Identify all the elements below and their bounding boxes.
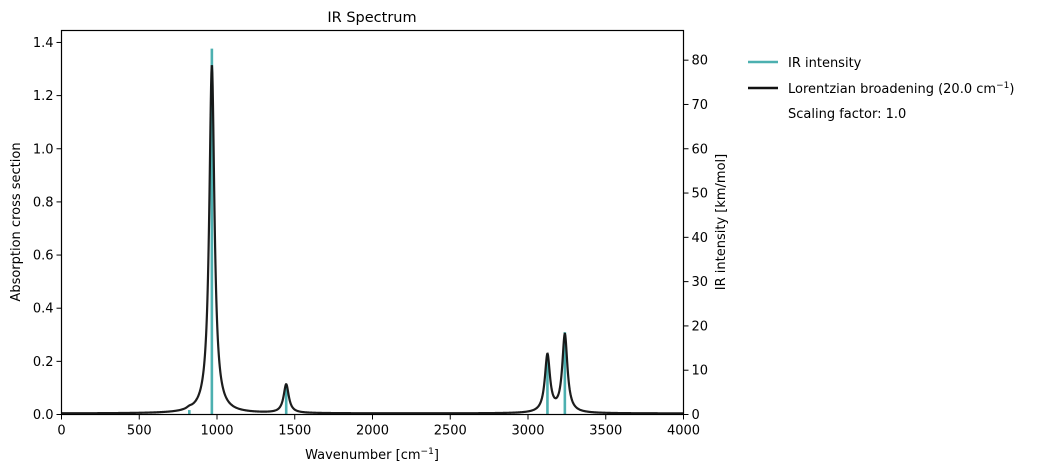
y-right-tick-label: 30 [692,275,709,290]
x-axis-ticks: 0 500 1000 1500 2000 2500 3000 3500 4000 [57,414,700,439]
y-right-tick-label: 40 [692,231,709,246]
x-tick-label: 1500 [278,424,311,439]
y-left-tick-label: 0.2 [33,355,54,370]
y-left-tick-label: 1.4 [33,36,54,51]
y-right-tick-label: 70 [692,98,709,113]
y-left-tick-label: 0.4 [33,302,54,317]
y-right-tick-label: 0 [692,408,700,423]
legend-scaling-factor: Scaling factor: 1.0 [788,107,906,122]
legend-label-lorentzian: Lorentzian broadening (20.0 cm−1) [788,81,1014,97]
x-tick-label: 2000 [356,424,389,439]
y-left-tick-label: 0.0 [33,408,54,423]
y-right-tick-label: 20 [692,319,709,334]
y-axis-right-label: IR intensity [km/mol] [714,154,729,290]
y-axis-left-ticks: 0.0 0.2 0.4 0.6 0.8 1.0 1.2 1.4 [33,36,62,423]
y-left-tick-label: 1.2 [33,89,54,104]
ir-intensity-sticks [188,48,567,415]
y-axis-right-ticks: 0 10 20 30 40 50 60 70 80 [683,54,709,423]
lorentzian-curve [61,65,684,415]
x-axis-label: Wavenumber [cm−1] [305,447,439,463]
legend-label-ir-intensity: IR intensity [788,56,862,71]
legend: IR intensity Lorentzian broadening (20.0… [748,56,1014,122]
chart-title: IR Spectrum [327,10,416,26]
x-tick-label: 3000 [511,424,544,439]
x-tick-label: 500 [127,424,152,439]
y-left-tick-label: 0.8 [33,195,54,210]
y-axis-left-label: Absorption cross section [9,142,24,301]
y-right-tick-label: 10 [692,364,709,379]
x-tick-label: 2500 [434,424,467,439]
x-tick-label: 0 [57,424,65,439]
x-tick-label: 1000 [200,424,233,439]
y-right-tick-label: 60 [692,142,709,157]
plot-frame [60,29,685,416]
x-tick-label: 4000 [667,424,700,439]
y-left-tick-label: 0.6 [33,249,54,264]
y-right-tick-label: 80 [692,54,709,69]
y-left-tick-label: 1.0 [33,142,54,157]
x-tick-label: 3500 [589,424,622,439]
y-right-tick-label: 50 [692,187,709,202]
